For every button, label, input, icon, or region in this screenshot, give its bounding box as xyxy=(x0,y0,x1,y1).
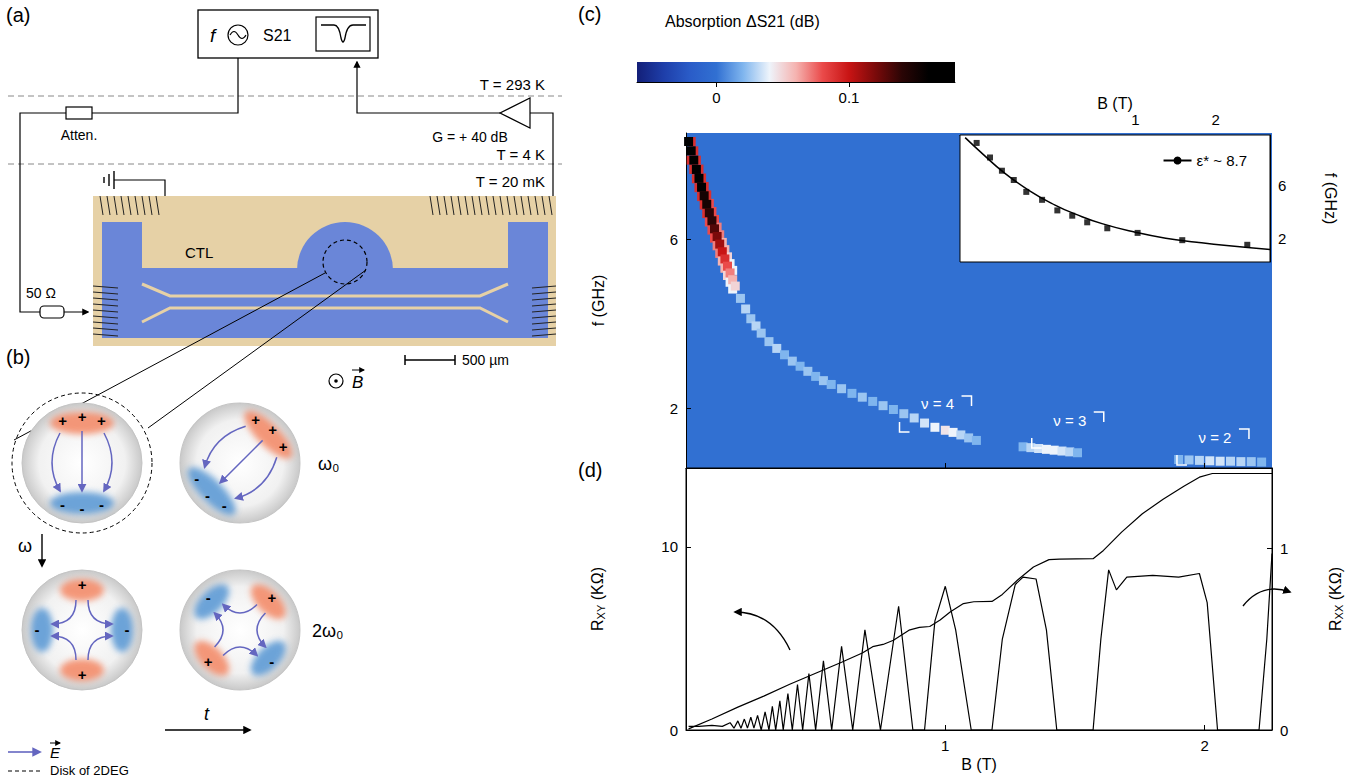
svg-text:0: 0 xyxy=(670,722,678,739)
svg-text:ν = 3: ν = 3 xyxy=(1053,412,1086,429)
svg-text:2: 2 xyxy=(670,400,678,417)
svg-text:+: + xyxy=(267,589,276,606)
svg-text:T = 293 K: T = 293 K xyxy=(480,76,545,93)
svg-text:-: - xyxy=(80,500,85,517)
svg-text:1: 1 xyxy=(1280,540,1288,557)
svg-text:(KΩ): (KΩ) xyxy=(589,567,606,605)
svg-text:-: - xyxy=(205,487,210,504)
svg-text:E: E xyxy=(50,744,61,761)
svg-text:ω₀: ω₀ xyxy=(318,454,340,474)
svg-text:ω: ω xyxy=(18,536,32,556)
svg-text:2: 2 xyxy=(1200,737,1208,754)
svg-text:0.1: 0.1 xyxy=(839,89,860,106)
svg-text:-: - xyxy=(222,497,227,514)
svg-text:+: + xyxy=(268,421,277,438)
svg-text:XY: XY xyxy=(595,604,607,619)
svg-text:B (T): B (T) xyxy=(1097,95,1133,112)
svg-text:+: + xyxy=(78,666,87,683)
svg-text:(d): (d) xyxy=(578,459,602,481)
svg-text:2: 2 xyxy=(1278,230,1286,247)
svg-text:Atten.: Atten. xyxy=(61,127,98,143)
svg-text:-: - xyxy=(99,496,104,513)
svg-text:S21: S21 xyxy=(263,27,292,44)
svg-text:-: - xyxy=(269,653,274,670)
svg-text:-: - xyxy=(60,496,65,513)
svg-text:2ω₀: 2ω₀ xyxy=(312,621,344,641)
svg-text:+: + xyxy=(97,412,106,429)
svg-text:XX: XX xyxy=(1333,604,1345,619)
svg-text:0: 0 xyxy=(1280,722,1288,739)
svg-text:B (T): B (T) xyxy=(961,756,997,773)
svg-text:(b): (b) xyxy=(6,346,30,368)
svg-text:+: + xyxy=(58,412,67,429)
svg-text:-: - xyxy=(194,470,199,487)
svg-text:+: + xyxy=(78,576,87,593)
svg-text:10: 10 xyxy=(661,538,678,555)
svg-text:-: - xyxy=(125,621,130,638)
svg-text:f (GHz): f (GHz) xyxy=(590,275,607,327)
svg-text:+: + xyxy=(251,411,260,428)
svg-text:6: 6 xyxy=(1278,177,1286,194)
svg-text:ε* ~ 8.7: ε* ~ 8.7 xyxy=(1197,152,1247,169)
svg-text:(a): (a) xyxy=(6,4,30,26)
svg-text:50 Ω: 50 Ω xyxy=(26,285,56,301)
svg-text:Disk of 2DEG: Disk of 2DEG xyxy=(50,763,129,778)
svg-text:1: 1 xyxy=(941,737,949,754)
svg-text:(KΩ): (KΩ) xyxy=(1327,567,1344,605)
svg-text:f: f xyxy=(210,25,217,46)
svg-text:+: + xyxy=(78,408,87,425)
svg-text:ν = 2: ν = 2 xyxy=(1198,429,1231,446)
svg-text:0: 0 xyxy=(712,89,720,106)
svg-text:1: 1 xyxy=(1131,111,1139,128)
svg-text:CTL: CTL xyxy=(185,244,213,261)
svg-text:2: 2 xyxy=(1211,111,1219,128)
svg-text:6: 6 xyxy=(670,231,678,248)
svg-text:G = + 40 dB: G = + 40 dB xyxy=(432,129,508,145)
svg-text:ν = 4: ν = 4 xyxy=(921,395,954,412)
svg-text:T = 4 K: T = 4 K xyxy=(496,146,545,163)
svg-text:Absorption ΔS21 (dB): Absorption ΔS21 (dB) xyxy=(665,13,820,30)
svg-text:-: - xyxy=(35,621,40,638)
svg-text:-: - xyxy=(206,589,211,606)
svg-text:+: + xyxy=(204,653,213,670)
svg-text:T = 20 mK: T = 20 mK xyxy=(476,173,545,190)
svg-text:R: R xyxy=(589,619,606,631)
svg-text:f (GHz): f (GHz) xyxy=(1322,173,1339,225)
svg-text:(c): (c) xyxy=(578,3,601,25)
svg-text:B: B xyxy=(352,373,363,392)
svg-text:R: R xyxy=(1327,619,1344,631)
svg-text:t: t xyxy=(204,704,210,724)
svg-text:500 µm: 500 µm xyxy=(462,352,509,368)
svg-text:+: + xyxy=(279,438,288,455)
